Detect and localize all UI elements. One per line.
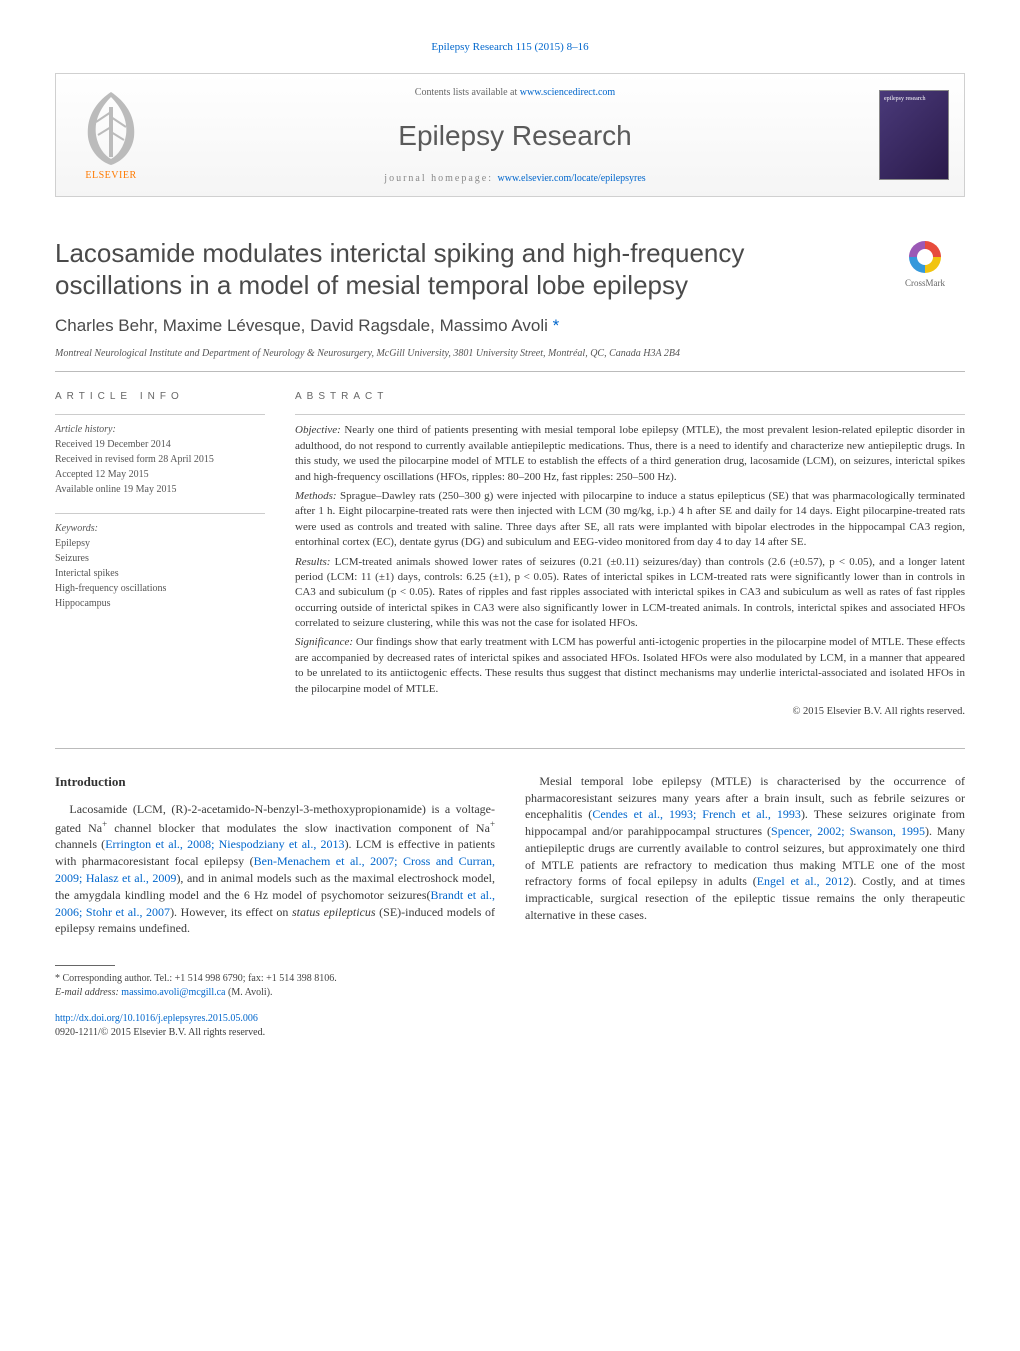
issn-copyright: 0920-1211/© 2015 Elsevier B.V. All right…	[55, 1027, 265, 1038]
contents-prefix: Contents lists available at	[415, 87, 520, 98]
keyword: High-frequency oscillations	[55, 581, 265, 596]
emphasis: status epilepticus	[292, 905, 376, 919]
affiliation: Montreal Neurological Institute and Depa…	[55, 347, 965, 361]
results-label: Results:	[295, 556, 330, 568]
methods-text: Sprague–Dawley rats (250–300 g) were inj…	[295, 490, 965, 548]
citation-link[interactable]: Errington et al., 2008; Niespodziany et …	[105, 837, 344, 851]
corr-text: Corresponding author. Tel.: +1 514 998 6…	[63, 973, 337, 984]
article-info-label: ARTICLE INFO	[55, 390, 265, 404]
journal-cover: epilepsy research	[864, 74, 964, 195]
methods-label: Methods:	[295, 490, 337, 502]
divider-rule	[55, 748, 965, 749]
citation-link[interactable]: Spencer, 2002; Swanson, 1995	[771, 824, 925, 838]
objective-label: Objective:	[295, 424, 341, 436]
introduction-heading: Introduction	[55, 773, 495, 791]
elsevier-tree-icon	[76, 87, 146, 167]
intro-paragraph-1: Lacosamide (LCM, (R)-2-acetamido-N-benzy…	[55, 801, 495, 937]
history-header: Article history:	[55, 423, 265, 437]
email-label: E-mail address:	[55, 987, 121, 998]
homepage-prefix: journal homepage:	[384, 173, 497, 184]
authors-text: Charles Behr, Maxime Lévesque, David Rag…	[55, 316, 548, 335]
email-who: (M. Avoli).	[226, 987, 273, 998]
author-list: Charles Behr, Maxime Lévesque, David Rag…	[55, 314, 965, 338]
crossmark-icon	[909, 241, 941, 273]
journal-header: ELSEVIER Contents lists available at www…	[55, 73, 965, 196]
footnote-rule	[55, 965, 115, 966]
keyword: Seizures	[55, 551, 265, 566]
journal-homepage-link[interactable]: www.elsevier.com/locate/epilepsyres	[498, 173, 646, 184]
crossmark-badge[interactable]: CrossMark	[885, 241, 965, 290]
sciencedirect-link[interactable]: www.sciencedirect.com	[520, 87, 615, 98]
info-rule	[55, 414, 265, 415]
abstract-copyright: © 2015 Elsevier B.V. All rights reserved…	[295, 705, 965, 720]
results-text: LCM-treated animals showed lower rates o…	[295, 556, 965, 630]
crossmark-label: CrossMark	[905, 277, 945, 290]
abstract-rule	[295, 414, 965, 415]
asterisk-icon: *	[55, 973, 63, 984]
elsevier-logo: ELSEVIER	[56, 74, 166, 195]
body-text: channels (	[55, 837, 105, 851]
significance-label: Significance:	[295, 636, 353, 648]
citation-link[interactable]: Brandt et al.,	[431, 888, 496, 902]
publisher-name: ELSEVIER	[85, 169, 136, 183]
article-title: Lacosamide modulates interictal spiking …	[55, 237, 865, 302]
abstract-body: Objective: Nearly one third of patients …	[295, 423, 965, 719]
article-history: Article history: Received 19 December 20…	[55, 423, 265, 497]
doi-link[interactable]: http://dx.doi.org/10.1016/j.eplepsyres.2…	[55, 1013, 258, 1024]
citation-link[interactable]: Cendes et al., 1993; French et al., 1993	[592, 807, 801, 821]
body-text: ). However, its effect on	[170, 905, 292, 919]
info-rule	[55, 513, 265, 514]
objective-text: Nearly one third of patients presenting …	[295, 424, 965, 482]
history-line: Available online 19 May 2015	[55, 482, 265, 497]
keywords-block: Keywords: Epilepsy Seizures Interictal s…	[55, 522, 265, 611]
abstract-label: ABSTRACT	[295, 390, 965, 404]
body-text: channel blocker that modulates the slow …	[107, 821, 490, 835]
superscript: +	[490, 819, 495, 829]
history-line: Accepted 12 May 2015	[55, 467, 265, 482]
history-line: Received 19 December 2014	[55, 437, 265, 452]
email-link[interactable]: massimo.avoli@mcgill.ca	[121, 987, 225, 998]
significance-text: Our findings show that early treatment w…	[295, 636, 965, 694]
citation-link[interactable]: 2006; Stohr et al., 2007	[55, 905, 170, 919]
divider-rule	[55, 371, 965, 372]
keyword: Hippocampus	[55, 596, 265, 611]
keyword: Interictal spikes	[55, 566, 265, 581]
keyword: Epilepsy	[55, 536, 265, 551]
journal-name: Epilepsy Research	[176, 116, 854, 155]
journal-homepage-line: journal homepage: www.elsevier.com/locat…	[176, 172, 854, 186]
cover-label: epilepsy research	[884, 95, 944, 103]
article-body: Introduction Lacosamide (LCM, (R)-2-acet…	[55, 773, 965, 938]
contents-available-line: Contents lists available at www.scienced…	[176, 86, 854, 100]
history-line: Received in revised form 28 April 2015	[55, 452, 265, 467]
citation-link[interactable]: Engel et al., 2012	[757, 874, 850, 888]
intro-paragraph-2: Mesial temporal lobe epilepsy (MTLE) is …	[525, 773, 965, 924]
keywords-header: Keywords:	[55, 522, 265, 536]
corresponding-author-footnote: * Corresponding author. Tel.: +1 514 998…	[55, 972, 495, 1000]
doi-block: http://dx.doi.org/10.1016/j.eplepsyres.2…	[55, 1012, 495, 1040]
corresponding-asterisk: *	[548, 316, 559, 335]
top-citation: Epilepsy Research 115 (2015) 8–16	[55, 40, 965, 55]
